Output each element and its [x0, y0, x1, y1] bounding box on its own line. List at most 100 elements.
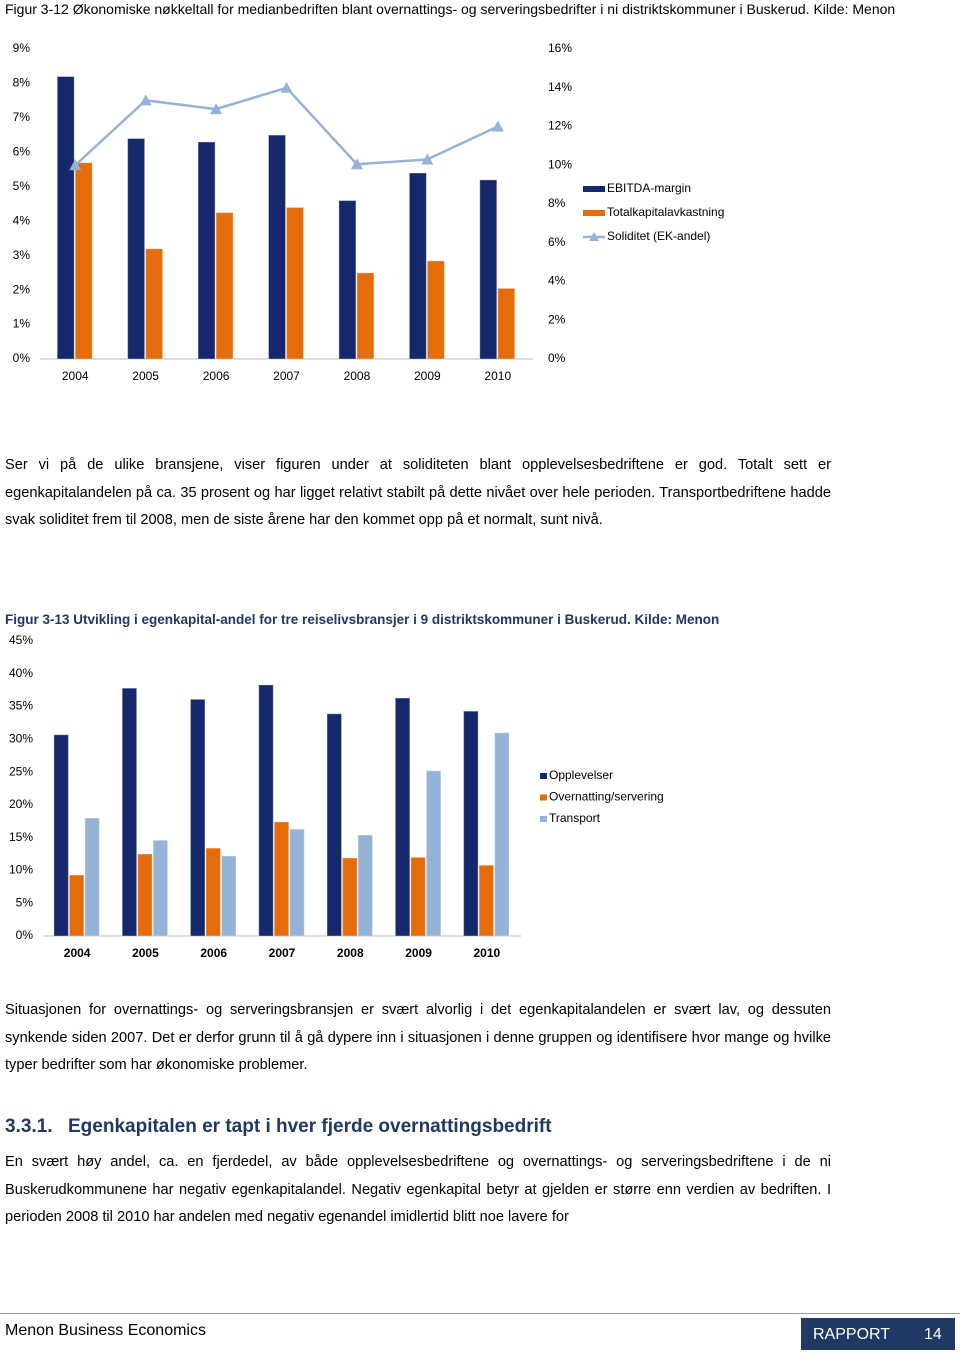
y-tick-label: 0% — [16, 928, 34, 942]
y2-tick-label: 2% — [548, 312, 566, 326]
bar — [356, 272, 375, 360]
legend-marker — [589, 232, 599, 241]
footer-rule — [0, 1313, 960, 1314]
bar — [68, 874, 85, 937]
marker — [350, 158, 363, 170]
footer-text: Menon Business Economics — [5, 1322, 206, 1339]
marker — [280, 81, 293, 93]
legend-label: Opplevelser — [549, 768, 613, 782]
heading-number: 3.3.1. — [5, 1116, 53, 1137]
legend-swatch — [540, 794, 547, 801]
legend-swatch — [583, 210, 605, 216]
bar — [479, 179, 498, 360]
y2-tick-label: 14% — [548, 80, 572, 94]
marker — [210, 103, 223, 115]
bar — [273, 821, 290, 937]
x-tick-label: 2007 — [269, 946, 296, 960]
bar — [425, 770, 442, 937]
bar — [326, 713, 343, 937]
bar — [137, 853, 153, 937]
figure-caption: Figur 3-13 Utvikling i egenkapital-andel… — [5, 612, 720, 627]
legend-label: Overnatting/servering — [549, 790, 664, 804]
y-tick-label: 20% — [9, 797, 33, 811]
paragraph: Ser vi på de ulike bransjene, viser figu… — [5, 457, 831, 528]
bar — [289, 828, 305, 937]
legend-label: Soliditet (EK-andel) — [607, 229, 710, 243]
y-tick-label: 5% — [13, 179, 31, 193]
y-tick-label: 35% — [9, 699, 33, 713]
legend-label: Transport — [549, 811, 601, 825]
x-tick-label: 2004 — [64, 946, 91, 960]
bar — [410, 856, 426, 937]
y-tick-label: 6% — [13, 145, 31, 159]
y-tick-label: 25% — [9, 764, 33, 778]
y-tick-label: 45% — [9, 633, 33, 647]
y-tick-label: 2% — [13, 282, 31, 296]
y-tick-label: 7% — [13, 110, 31, 124]
bar — [121, 687, 138, 937]
y2-tick-label: 8% — [548, 196, 566, 210]
footer-box — [801, 1318, 955, 1350]
y-tick-label: 4% — [13, 213, 31, 227]
bar — [152, 839, 169, 937]
y-tick-label: 40% — [9, 666, 33, 680]
figure-caption: Figur 3-12 Økonomiske nøkkeltall for med… — [5, 1, 896, 17]
bar — [494, 732, 510, 937]
x-tick-label: 2005 — [132, 369, 159, 383]
y-tick-label: 0% — [13, 351, 31, 365]
y-tick-label: 5% — [16, 895, 34, 909]
legend-label: Totalkapitalavkastning — [607, 205, 724, 219]
x-tick-label: 2004 — [62, 369, 89, 383]
legend-swatch — [540, 773, 547, 779]
bar — [84, 817, 100, 937]
y-tick-label: 8% — [13, 76, 31, 90]
bar — [426, 260, 445, 360]
bar — [56, 76, 75, 360]
marker — [421, 153, 434, 165]
bar — [394, 697, 411, 937]
bar — [408, 172, 427, 360]
x-tick-label: 2008 — [337, 946, 364, 960]
bar — [145, 248, 164, 360]
y-tick-label: 30% — [9, 732, 33, 746]
x-tick-label: 2006 — [203, 369, 230, 383]
marker — [491, 120, 504, 132]
marker — [139, 94, 152, 106]
x-tick-label: 2005 — [132, 946, 159, 960]
bar — [215, 212, 234, 360]
bar — [338, 200, 357, 360]
x-tick-label: 2010 — [484, 369, 511, 383]
y-tick-label: 9% — [13, 41, 31, 55]
bar — [268, 134, 286, 360]
x-tick-label: 2006 — [200, 946, 227, 960]
bar — [478, 864, 495, 937]
bar — [205, 847, 221, 937]
x-tick-label: 2010 — [474, 946, 501, 960]
y2-tick-label: 12% — [548, 119, 572, 133]
bar — [286, 206, 304, 360]
x-tick-label: 2008 — [344, 369, 371, 383]
page-number: 14 — [924, 1326, 942, 1343]
y2-tick-label: 0% — [548, 351, 566, 365]
footer-label: RAPPORT — [813, 1326, 891, 1343]
y-tick-label: 1% — [13, 317, 31, 331]
bar — [220, 855, 237, 937]
bar — [74, 162, 93, 360]
x-tick-label: 2007 — [273, 369, 300, 383]
bar — [342, 857, 358, 937]
y-tick-label: 15% — [9, 830, 33, 844]
paragraph: En svært høy andel, ca. en fjerdedel, av… — [5, 1154, 831, 1225]
y2-tick-label: 6% — [548, 235, 566, 249]
y2-tick-label: 16% — [548, 41, 572, 55]
legend-swatch — [583, 186, 605, 192]
bar — [197, 141, 216, 360]
y-tick-label: 10% — [9, 863, 33, 877]
marker — [69, 159, 82, 171]
legend-swatch — [540, 816, 547, 822]
heading: Egenkapitalen er tapt i hver fjerde over… — [68, 1116, 552, 1137]
y-tick-label: 3% — [13, 248, 31, 262]
y2-tick-label: 4% — [548, 274, 566, 288]
bar — [497, 287, 516, 360]
